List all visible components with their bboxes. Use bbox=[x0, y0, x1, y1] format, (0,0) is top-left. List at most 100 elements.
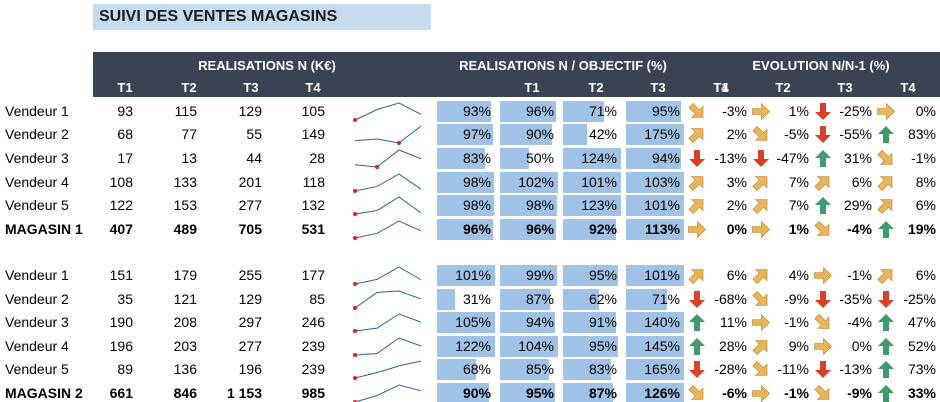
evolution-value: 0% bbox=[726, 221, 747, 237]
arrow-right-icon bbox=[814, 337, 832, 356]
objective-bar bbox=[500, 312, 555, 333]
arrow-down-icon bbox=[877, 290, 895, 309]
objective-cell: 96% bbox=[500, 219, 558, 240]
table-header: REALISATIONS N (K€) REALISATIONS N / OBJ… bbox=[93, 52, 940, 97]
sparkline bbox=[353, 102, 422, 122]
objective-value: 101% bbox=[455, 267, 491, 283]
arrow-up-icon bbox=[688, 313, 706, 332]
sparkline-min-point bbox=[353, 212, 357, 216]
arrow-diag-up-icon bbox=[688, 196, 706, 215]
objective-bar bbox=[500, 336, 558, 357]
arrow-up-icon bbox=[877, 220, 895, 239]
objective-bar bbox=[437, 383, 490, 402]
objective-cell: 62% bbox=[563, 289, 621, 310]
evolution-value: 0% bbox=[915, 103, 936, 119]
objective-value: 94% bbox=[651, 150, 680, 166]
sparkline bbox=[353, 196, 422, 216]
objective-cell: 175% bbox=[626, 124, 684, 145]
value-cell: 28 bbox=[309, 150, 325, 166]
objective-cell: 101% bbox=[437, 265, 495, 286]
evolution-value: 73% bbox=[907, 361, 936, 377]
value-cell: 105 bbox=[301, 103, 325, 119]
value-cell: 208 bbox=[173, 314, 197, 330]
arrow-down-icon bbox=[814, 125, 832, 144]
objective-value: 165% bbox=[644, 361, 680, 377]
objective-bar bbox=[500, 195, 557, 216]
objective-bar bbox=[437, 265, 495, 286]
row-label: Vendeur 3 bbox=[5, 150, 69, 166]
value-cell: 133 bbox=[173, 174, 197, 190]
sparkline-line bbox=[354, 290, 422, 309]
objective-bar bbox=[500, 219, 556, 240]
row-label: Vendeur 5 bbox=[5, 361, 69, 377]
objective-value: 94% bbox=[525, 314, 554, 330]
evolution-value: 8% bbox=[915, 174, 936, 190]
evolution-value: 29% bbox=[843, 197, 872, 213]
evolution-value: -6% bbox=[722, 385, 747, 401]
objective-cell: 92% bbox=[563, 219, 621, 240]
objective-cell: 102% bbox=[500, 172, 558, 193]
objective-value: 113% bbox=[644, 221, 680, 237]
title-bar: SUIVI DES VENTES MAGASINS bbox=[93, 4, 431, 30]
arrow-diag-up-icon bbox=[877, 173, 895, 192]
value-cell: 255 bbox=[238, 267, 262, 283]
objective-value: 31% bbox=[462, 291, 491, 307]
sparkline-line bbox=[354, 360, 422, 379]
objective-cell: 145% bbox=[626, 336, 684, 357]
sparkline-line bbox=[354, 173, 422, 192]
value-cell: 132 bbox=[301, 197, 325, 213]
header-quarter-t2: T2 bbox=[588, 80, 604, 95]
value-cell: 122 bbox=[109, 197, 133, 213]
objective-bar bbox=[437, 312, 495, 333]
sparkline bbox=[353, 220, 422, 240]
objective-bar bbox=[563, 101, 605, 122]
evolution-value: 4% bbox=[788, 267, 809, 283]
objective-cell: 124% bbox=[563, 148, 621, 169]
objective-bar bbox=[626, 148, 681, 169]
arrow-up-icon bbox=[877, 337, 895, 356]
arrow-diag-up-icon bbox=[688, 125, 706, 144]
evolution-value: 6% bbox=[851, 174, 872, 190]
value-cell: 489 bbox=[173, 221, 197, 237]
arrow-right-icon bbox=[814, 266, 832, 285]
header-quarter-t4: T4 bbox=[900, 80, 916, 95]
value-cell: 190 bbox=[109, 314, 133, 330]
sparkline bbox=[353, 337, 422, 357]
objective-cell: 104% bbox=[500, 336, 558, 357]
row-label: Vendeur 4 bbox=[5, 338, 69, 354]
objective-value: 101% bbox=[644, 267, 680, 283]
objective-value: 83% bbox=[588, 361, 617, 377]
evolution-value: 1% bbox=[788, 221, 809, 237]
arrow-diag-down-icon bbox=[814, 384, 832, 402]
sparkline bbox=[354, 125, 422, 145]
arrow-right-icon bbox=[688, 220, 706, 239]
arrow-down-icon bbox=[752, 149, 770, 168]
objective-cell: 98% bbox=[437, 172, 495, 193]
value-cell: 129 bbox=[238, 291, 262, 307]
evolution-value: -68% bbox=[714, 291, 747, 307]
value-cell: 55 bbox=[246, 126, 262, 142]
value-cell: 277 bbox=[238, 197, 262, 213]
sparkline-line bbox=[354, 196, 422, 215]
value-cell: 277 bbox=[238, 338, 262, 354]
objective-cell: 126% bbox=[626, 383, 684, 402]
value-cell: 149 bbox=[301, 126, 325, 142]
value-cell: 108 bbox=[109, 174, 133, 190]
row-label: Vendeur 3 bbox=[5, 314, 69, 330]
objective-bar bbox=[500, 172, 558, 193]
value-cell: 196 bbox=[109, 338, 133, 354]
value-cell: 121 bbox=[173, 291, 197, 307]
arrow-down-icon bbox=[814, 102, 832, 121]
arrow-diag-down-icon bbox=[752, 360, 770, 379]
evolution-value: 7% bbox=[788, 197, 809, 213]
objective-bar bbox=[626, 336, 684, 357]
objective-bar bbox=[437, 148, 486, 169]
sparkline-line bbox=[354, 266, 422, 285]
objective-bar bbox=[500, 383, 556, 402]
objective-value: 71% bbox=[651, 291, 680, 307]
sparkline-line bbox=[354, 149, 422, 168]
value-cell: 136 bbox=[173, 361, 197, 377]
arrow-right-icon bbox=[752, 384, 770, 402]
value-cell: 151 bbox=[109, 267, 133, 283]
objective-cell: 83% bbox=[437, 148, 495, 169]
